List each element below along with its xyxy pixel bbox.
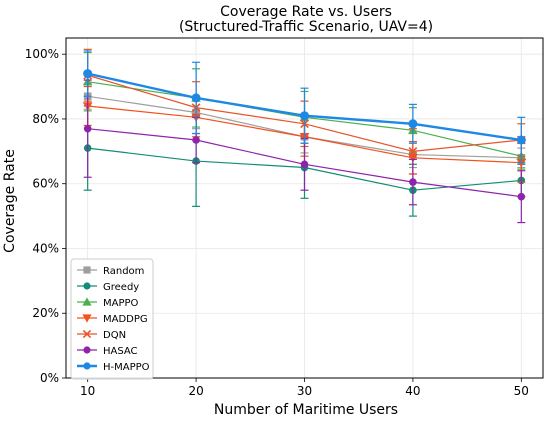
- y-tick-label: 40%: [32, 241, 59, 255]
- y-tick-label: 60%: [32, 177, 59, 191]
- data-point: [408, 119, 418, 129]
- marker-stroke: [408, 146, 418, 156]
- x-tick-label: 40: [405, 384, 420, 398]
- axis-ticks: 10 20 30 40 50 0% 20% 40% 60% 80% 100%: [25, 47, 529, 398]
- y-tick-label: 0%: [40, 371, 59, 385]
- series-layer: [82, 48, 527, 224]
- legend-item: MAPPO: [77, 297, 139, 309]
- legend-item: H-MAPPO: [77, 362, 150, 373]
- legend-marker: [82, 329, 92, 339]
- data-point: [517, 192, 526, 201]
- x-tick-label: 20: [188, 384, 203, 398]
- chart-subtitle: (Structured-Traffic Scenario, UAV=4): [179, 19, 433, 35]
- legend-marker: [82, 314, 92, 323]
- data-point: [83, 69, 93, 79]
- legend-label: MAPPO: [103, 298, 139, 309]
- data-point: [192, 136, 200, 144]
- legend-item: Greedy: [77, 282, 139, 293]
- legend-label: MADDPG: [103, 314, 148, 325]
- marker-stroke: [82, 329, 92, 339]
- legend-marker: [83, 282, 91, 290]
- legend-label: H-MAPPO: [103, 362, 150, 373]
- legend-item: DQN: [77, 329, 126, 341]
- legend-marker: [83, 362, 91, 370]
- data-point: [300, 111, 309, 121]
- series-hasac: [83, 79, 526, 224]
- y-tick-label: 80%: [32, 112, 59, 126]
- y-tick-label: 20%: [32, 306, 59, 320]
- series-h-mappo: [83, 50, 526, 164]
- legend-label: DQN: [103, 330, 126, 341]
- legend-item: MADDPG: [77, 314, 148, 325]
- legend-label: HASAC: [103, 346, 138, 357]
- legend-item: HASAC: [77, 346, 138, 357]
- y-axis-label: Coverage Rate: [2, 149, 18, 253]
- legend-item: Random: [77, 266, 144, 277]
- x-tick-label: 30: [297, 384, 312, 398]
- legend-marker: [82, 297, 92, 306]
- data-point: [408, 146, 418, 156]
- x-tick-label: 50: [514, 384, 529, 398]
- data-point: [83, 124, 92, 133]
- y-tick-label: 100%: [25, 47, 59, 61]
- x-tick-label: 10: [80, 384, 95, 398]
- legend-box: [70, 258, 154, 380]
- x-axis-label: Number of Maritime Users: [214, 402, 398, 418]
- legend: Random Greedy MAPPO MADDPG DQN HASAC H-MAPPO: [70, 258, 154, 380]
- data-point: [300, 160, 309, 169]
- legend-label: Random: [103, 266, 144, 277]
- legend-marker: [83, 346, 91, 354]
- data-point: [409, 178, 417, 186]
- data-point: [516, 135, 526, 145]
- chart-title: Coverage Rate vs. Users: [220, 4, 392, 20]
- data-point: [191, 93, 201, 103]
- legend-marker: [83, 266, 91, 274]
- legend-label: Greedy: [103, 282, 139, 293]
